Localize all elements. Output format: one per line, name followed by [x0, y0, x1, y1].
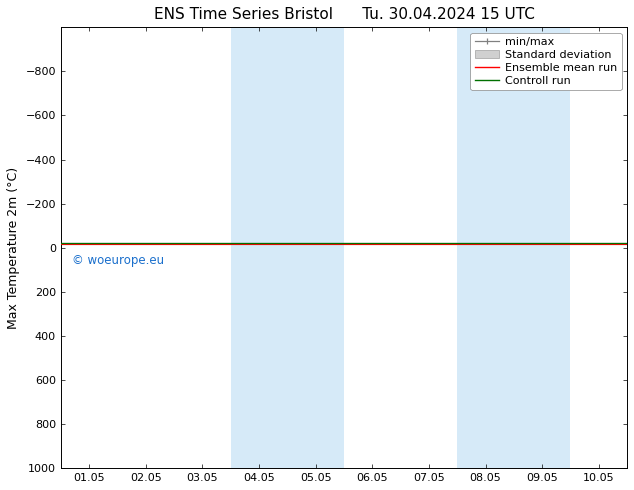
Bar [457, 27, 571, 468]
Text: © woeurope.eu: © woeurope.eu [72, 254, 164, 268]
Legend: min/max, Standard deviation, Ensemble mean run, Controll run: min/max, Standard deviation, Ensemble me… [470, 33, 621, 90]
Title: ENS Time Series Bristol      Tu. 30.04.2024 15 UTC: ENS Time Series Bristol Tu. 30.04.2024 1… [153, 7, 534, 22]
Y-axis label: Max Temperature 2m (°C): Max Temperature 2m (°C) [7, 167, 20, 329]
Bar [231, 27, 344, 468]
